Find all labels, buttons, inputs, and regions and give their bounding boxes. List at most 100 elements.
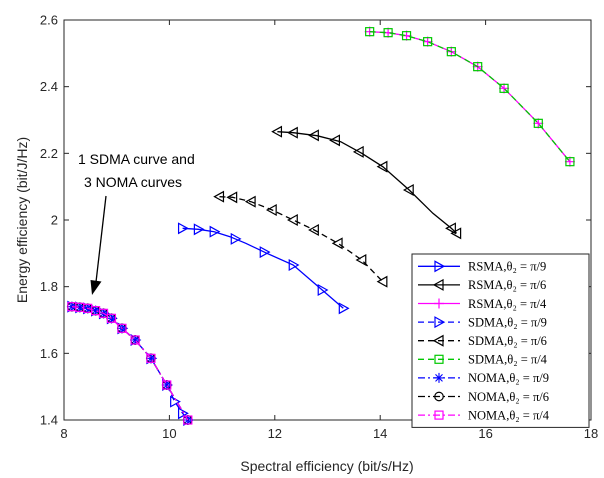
series-point: [446, 47, 456, 57]
series-line: [277, 131, 458, 234]
series-5: [365, 27, 575, 167]
series-point: [423, 37, 433, 47]
legend-item: NOMA,θ₂ = π/9: [418, 371, 549, 385]
series-point: [376, 160, 388, 173]
legend-label: NOMA,θ₂ = π/4: [468, 408, 550, 422]
series-point: [422, 36, 433, 47]
legend-item: SDMA,θ₂ = π/9: [418, 315, 547, 329]
x-tick-label: 14: [373, 426, 387, 441]
series-point: [130, 335, 141, 345]
legend-item: NOMA,θ₂ = π/4: [418, 408, 550, 422]
series-point: [183, 415, 193, 425]
series-point: [402, 183, 414, 197]
y-axis-label: Energy efficiency (bit/J/Hz): [14, 137, 30, 303]
legend: RSMA,θ₂ = π/9 RSMA,θ₂ = π/6 RSMA,θ₂ = π/4 S…: [411, 253, 590, 428]
legend-marker: [434, 260, 446, 273]
legend-marker: [432, 334, 444, 347]
legend-item: SDMA,θ₂ = π/6: [418, 334, 547, 348]
annotation-arrow-head: [90, 280, 102, 295]
y-tick-label: 2: [51, 213, 58, 228]
legend-label: RSMA,θ₂ = π/4: [468, 297, 547, 311]
series-point: [383, 28, 393, 38]
series-point: [130, 335, 140, 345]
series-1: [271, 125, 462, 240]
series-point: [182, 415, 193, 425]
x-tick-label: 10: [162, 426, 176, 441]
series-point: [259, 246, 271, 259]
series-line: [71, 306, 189, 421]
legend-marker: [432, 278, 444, 291]
legend-label: RSMA,θ₂ = π/9: [468, 260, 546, 274]
series-point: [177, 222, 189, 235]
x-tick-label: 16: [478, 426, 492, 441]
series-point: [244, 195, 256, 208]
legend-label: NOMA,θ₂ = π/9: [468, 371, 549, 385]
series-point: [106, 313, 117, 323]
series-point: [162, 380, 172, 390]
legend-label: SDMA,θ₂ = π/4: [468, 353, 548, 367]
legend-marker: [434, 410, 444, 420]
series-point: [74, 302, 85, 313]
y-tick-label: 2.4: [40, 79, 58, 94]
series-point: [365, 27, 375, 37]
series-point: [499, 83, 509, 93]
series-point: [287, 126, 298, 139]
legend-item: RSMA,θ₂ = π/9: [418, 260, 546, 274]
legend-label: NOMA,θ₂ = π/6: [468, 390, 549, 404]
series-point: [145, 353, 156, 364]
legend-item: RSMA,θ₂ = π/6: [418, 278, 546, 292]
legend-item: NOMA,θ₂ = π/6: [418, 390, 549, 404]
series-line: [182, 227, 344, 309]
series-point: [565, 157, 575, 167]
series-4: [213, 190, 388, 288]
series-point: [161, 380, 172, 390]
legend-label: SDMA,θ₂ = π/6: [468, 334, 547, 348]
x-tick-label: 12: [268, 426, 282, 441]
legend-marker: [434, 354, 444, 364]
series-point: [450, 227, 462, 240]
series-line: [369, 31, 571, 163]
series-point: [473, 62, 483, 72]
series-point: [271, 125, 283, 138]
series-point: [308, 129, 319, 142]
series-point: [265, 203, 277, 217]
legend-item: SDMA,θ₂ = π/4: [418, 353, 548, 367]
series-point: [329, 134, 341, 147]
series-point: [287, 213, 298, 227]
y-tick-label: 2.2: [40, 146, 58, 161]
series-point: [352, 145, 364, 158]
series-point: [146, 353, 156, 363]
series-point: [288, 258, 300, 272]
series-point: [338, 302, 350, 315]
y-tick-label: 1.8: [40, 279, 58, 294]
y-tick-label: 1.6: [40, 346, 58, 361]
y-tick-label: 2.6: [40, 13, 58, 28]
series-point: [533, 118, 543, 128]
annotation-arrow-shaft: [95, 195, 107, 283]
series-point: [308, 223, 319, 237]
x-tick-label: 18: [584, 426, 598, 441]
legend-label: RSMA,θ₂ = π/6: [468, 278, 546, 292]
annotation: 1 SDMA curve and 3 NOMA curves: [78, 151, 195, 295]
annotation-line-2: 3 NOMA curves: [84, 174, 182, 190]
legend-marker: [434, 316, 446, 329]
series-point: [230, 232, 242, 245]
x-axis-label: Spectral efficiency (bit/s/Hz): [240, 458, 413, 474]
series-point: [499, 83, 510, 94]
series-point: [177, 407, 189, 420]
series-point: [564, 156, 575, 167]
series-point: [317, 283, 329, 297]
y-tick-label: 1.4: [40, 413, 58, 428]
legend-marker: [434, 372, 444, 383]
annotation-line-1: 1 SDMA curve and: [78, 151, 195, 167]
x-tick-label: 8: [60, 426, 67, 441]
series-point: [445, 222, 456, 235]
series-point: [331, 237, 343, 250]
series-point: [117, 323, 127, 333]
series-point: [533, 118, 544, 129]
series-0: [177, 222, 350, 315]
x-axis-ticks: 8 10 12 14 16 18: [60, 20, 598, 441]
series-point: [98, 308, 109, 318]
legend-label: SDMA,θ₂ = π/9: [468, 315, 547, 329]
